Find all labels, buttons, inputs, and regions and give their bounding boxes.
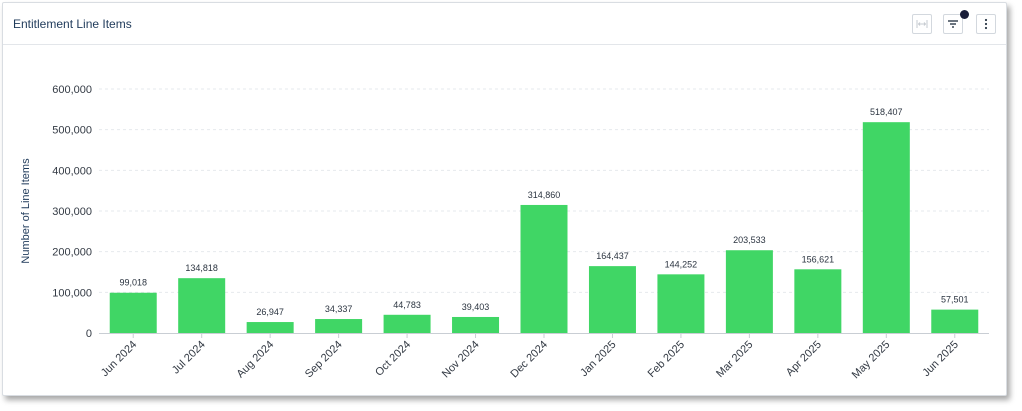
bar bbox=[657, 274, 705, 333]
bar bbox=[794, 269, 842, 333]
bar-value-label: 99,018 bbox=[119, 278, 147, 288]
bar bbox=[725, 250, 773, 333]
bar bbox=[178, 278, 226, 333]
more-options-button[interactable] bbox=[976, 14, 996, 34]
bar-value-label: 134,818 bbox=[185, 263, 218, 273]
x-tick-label: Jun 2025 bbox=[920, 339, 960, 379]
card-header: Entitlement Line Items bbox=[3, 3, 1006, 45]
bar bbox=[246, 322, 294, 333]
y-tick-label: 600,000 bbox=[52, 84, 92, 96]
x-tick-label: Oct 2024 bbox=[373, 339, 413, 379]
y-tick-label: 300,000 bbox=[52, 206, 92, 218]
y-tick-label: 200,000 bbox=[52, 247, 92, 259]
y-tick-label: 400,000 bbox=[52, 165, 92, 177]
bar-value-label: 39,403 bbox=[462, 302, 490, 312]
bar bbox=[452, 316, 500, 333]
chart-card: Entitlement Line Items bbox=[2, 2, 1007, 396]
filter-active-indicator bbox=[960, 10, 969, 19]
bar bbox=[520, 204, 568, 333]
x-tick-label: Sep 2024 bbox=[303, 339, 345, 381]
x-tick-label: Jun 2024 bbox=[99, 339, 139, 379]
filter-icon bbox=[948, 20, 958, 28]
bar bbox=[383, 314, 431, 333]
bar bbox=[862, 122, 910, 333]
x-tick-label: Nov 2024 bbox=[440, 339, 482, 381]
y-tick-label: 0 bbox=[86, 328, 92, 340]
x-tick-label: Feb 2025 bbox=[646, 339, 687, 380]
x-tick-label: Dec 2024 bbox=[508, 339, 550, 381]
y-tick-label: 100,000 bbox=[52, 287, 92, 299]
bar-value-label: 156,621 bbox=[802, 254, 835, 264]
x-tick-label: Aug 2024 bbox=[234, 339, 276, 381]
fit-width-button[interactable] bbox=[912, 14, 932, 34]
bar-value-label: 518,407 bbox=[870, 107, 903, 117]
bar-value-label: 57,501 bbox=[941, 295, 969, 305]
x-tick-label: Jan 2025 bbox=[578, 339, 618, 379]
bar-value-label: 144,252 bbox=[665, 259, 698, 269]
bar bbox=[931, 309, 979, 333]
bar-value-label: 34,337 bbox=[325, 304, 353, 314]
fit-width-icon bbox=[916, 20, 928, 28]
bar-value-label: 203,533 bbox=[733, 235, 766, 245]
bar-value-label: 26,947 bbox=[256, 307, 284, 317]
bar bbox=[588, 266, 636, 333]
x-tick-label: Mar 2025 bbox=[714, 339, 755, 380]
bar-value-label: 164,437 bbox=[596, 251, 629, 261]
x-tick-label: Apr 2025 bbox=[784, 339, 824, 379]
bar bbox=[109, 292, 157, 333]
filter-button[interactable] bbox=[943, 14, 963, 34]
x-tick-label: May 2025 bbox=[850, 339, 893, 382]
bar-value-label: 314,860 bbox=[528, 190, 561, 200]
bar-value-label: 44,783 bbox=[393, 300, 421, 310]
y-axis-title: Number of Line Items bbox=[20, 158, 32, 264]
bar bbox=[315, 319, 363, 333]
more-vertical-icon bbox=[984, 18, 988, 30]
card-title: Entitlement Line Items bbox=[13, 17, 132, 31]
x-tick-label: Jul 2024 bbox=[170, 339, 208, 377]
y-tick-label: 500,000 bbox=[52, 125, 92, 137]
